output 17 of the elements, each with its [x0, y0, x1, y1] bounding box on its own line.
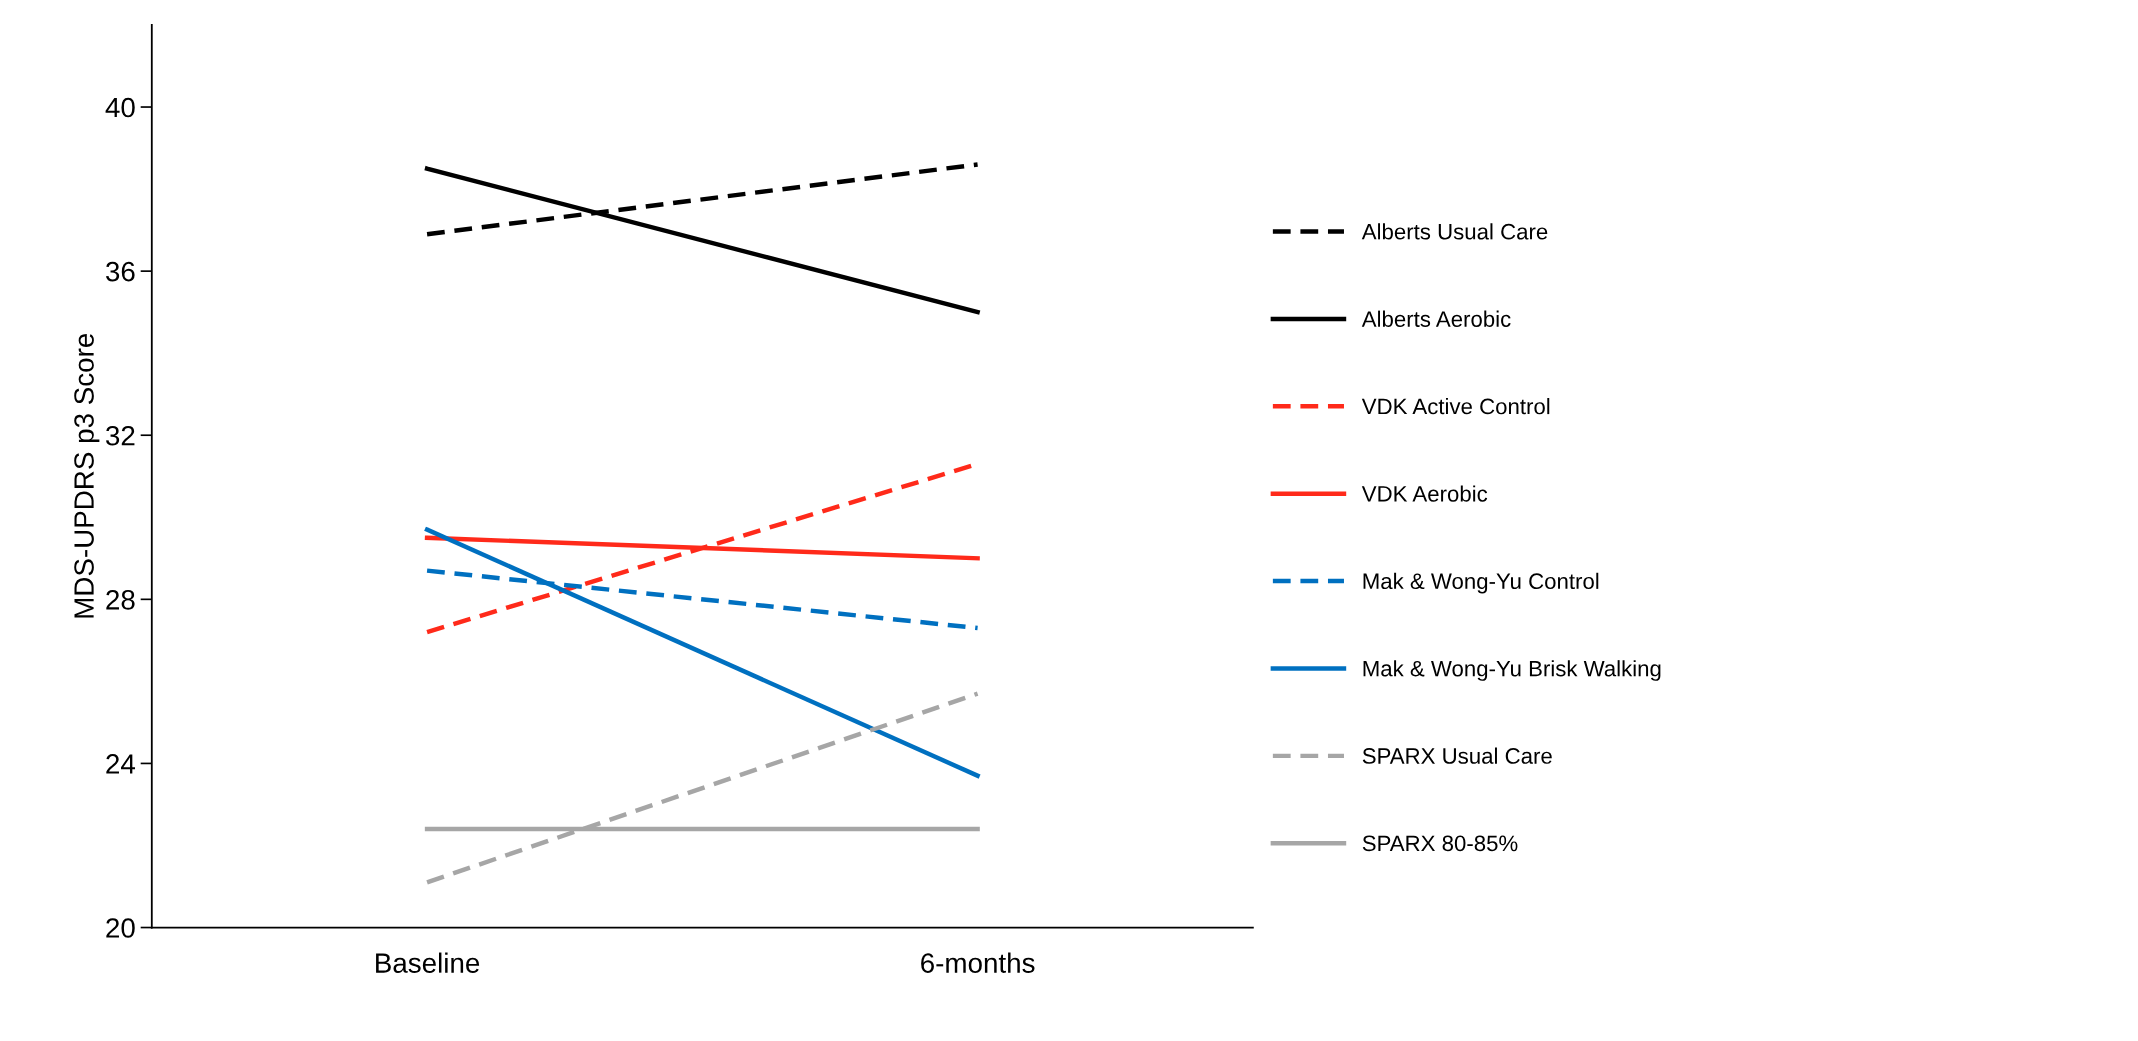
legend-label: Alberts Aerobic [1361, 310, 1511, 327]
legend-label: Mak & Wong-Yu Brisk Walking [1363, 660, 1661, 681]
y-tick-label: 20 [106, 918, 135, 938]
legend-label: Mak & Wong-Yu Control [1363, 572, 1599, 594]
y-tick-label: 32 [105, 425, 135, 446]
legend-label: VDK Active Control [1361, 398, 1550, 415]
legend-label: Alberts Usual Care [1361, 223, 1548, 240]
x-tick-label: Baseline [376, 952, 480, 973]
x-tick-label: 6-months [921, 952, 1035, 973]
y-tick-label: 36 [105, 261, 135, 282]
y-axis-title: MDS-UPDRS p3 Score [74, 333, 100, 618]
legend-label: VDK Aerobic [1361, 485, 1488, 502]
legend-label: SPARX Usual Care [1362, 747, 1552, 764]
y-tick-label: 24 [106, 754, 136, 774]
y-tick-label: 40 [105, 97, 135, 118]
y-tick-label: 28 [106, 590, 135, 610]
legend-label: SPARX 80-85% [1362, 835, 1518, 852]
